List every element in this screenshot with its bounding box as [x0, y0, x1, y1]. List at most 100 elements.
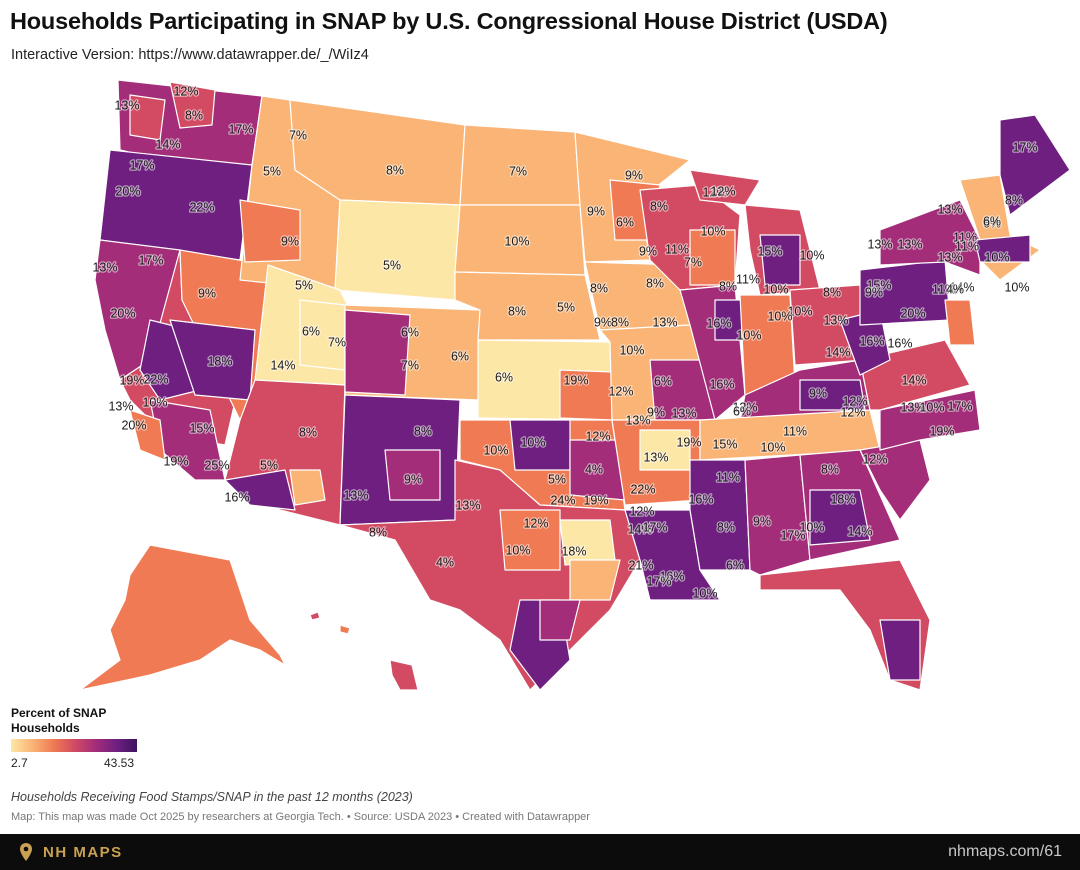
- district-label: 16%: [706, 316, 731, 330]
- district-label: 13%: [823, 313, 848, 327]
- footer-bar: NH MAPS nhmaps.com/61: [0, 834, 1080, 870]
- district-label: 22%: [189, 200, 214, 214]
- district-label: 9%: [625, 168, 643, 182]
- district-value-labels: 13% 12% 8% 17% 14% 17% 20% 22% 5% 7% 8% 7% 9% 9% 6% 8% 1…: [91, 83, 1038, 601]
- district-label: 19%: [583, 493, 608, 507]
- district-label: 6%: [654, 374, 672, 388]
- district-label: 4%: [585, 462, 603, 476]
- district-label: 6%: [401, 325, 419, 339]
- district-label: 14%: [901, 373, 926, 387]
- district-label: 18%: [207, 354, 232, 368]
- district-label: 20%: [900, 306, 925, 320]
- district-label: 7%: [289, 128, 307, 142]
- district-label: 5%: [260, 458, 278, 472]
- district-label: 11%: [955, 239, 979, 253]
- district-label: 14%: [847, 524, 872, 538]
- district-label: 14%: [627, 522, 652, 536]
- district-label: 8%: [821, 462, 839, 476]
- district-label: 9%: [587, 204, 605, 218]
- district-label: 7%: [684, 255, 702, 269]
- district-label: 5%: [383, 258, 401, 272]
- district-label: 4%: [946, 282, 964, 296]
- data-description: Households Receiving Food Stamps/SNAP in…: [11, 790, 413, 804]
- legend-min-label: 2.7: [11, 756, 28, 770]
- district-label: 8%: [386, 163, 404, 177]
- district-label: 8%: [299, 425, 317, 439]
- district-label: 7%: [509, 164, 527, 178]
- region-hawaii: [309, 611, 321, 621]
- district-label: 8%: [646, 276, 664, 290]
- district-label: 11%: [716, 470, 740, 484]
- region-mississippi: [689, 459, 751, 571]
- district-label: 6%: [983, 214, 1001, 228]
- district-label: 8%: [185, 108, 203, 122]
- district-label: 14%: [270, 358, 295, 372]
- map-pin-icon: [20, 843, 32, 861]
- region-alabama: [744, 454, 811, 576]
- district-label: 25%: [204, 458, 229, 472]
- district-label: 19%: [563, 373, 588, 387]
- district-label: 13%: [937, 250, 962, 264]
- brand-url[interactable]: nhmaps.com/61: [948, 843, 1062, 860]
- district-label: 17%: [646, 574, 671, 588]
- district-label: 11%: [783, 424, 807, 438]
- district-label: 10%: [799, 248, 824, 262]
- district-label: 18%: [830, 492, 855, 506]
- district-label: 13%: [625, 413, 650, 427]
- district-label: 6%: [733, 404, 751, 418]
- interactive-version-link[interactable]: Interactive Version: https://www.datawra…: [11, 47, 369, 63]
- district-label: 10%: [919, 400, 944, 414]
- district-label: 10%: [787, 304, 812, 318]
- district-label: 6%: [302, 324, 320, 338]
- district-label: 16%: [887, 336, 912, 350]
- district-label: 19%: [676, 435, 701, 449]
- district-label: 8%: [1005, 193, 1023, 207]
- district-label: 11%: [736, 272, 760, 286]
- district-label: 19%: [119, 373, 144, 387]
- district-label: 12%: [732, 400, 757, 414]
- district-label: 8%: [650, 199, 668, 213]
- district-label: 8%: [369, 525, 387, 539]
- district-label: 8%: [611, 315, 629, 329]
- district-label: 12%: [173, 84, 198, 98]
- district-label: 24%: [550, 493, 575, 507]
- district-label: 12%: [842, 394, 867, 408]
- district-label: 20%: [115, 184, 140, 198]
- district-label: 16%: [709, 377, 734, 391]
- district-label: 11%: [953, 230, 977, 244]
- district-label: 15%: [866, 278, 891, 292]
- region-new-york: [879, 199, 981, 276]
- district-label: 10%: [736, 328, 761, 342]
- district-label: 13%: [897, 237, 922, 251]
- district-label: 8%: [823, 285, 841, 299]
- legend-title: Percent of SNAP Households: [11, 706, 107, 735]
- district-label: 12%: [840, 405, 865, 419]
- district-label: 9%: [639, 244, 657, 258]
- district-label: 22%: [143, 372, 168, 386]
- district-label: 10%: [142, 395, 167, 409]
- district-label: 12%: [523, 516, 548, 530]
- district-label: 17%: [1012, 140, 1037, 154]
- region-alaska: [79, 544, 286, 691]
- district-label: 10%: [984, 250, 1009, 264]
- district-label: 18%: [561, 544, 586, 558]
- district-label: 13%: [643, 450, 668, 464]
- district-label: 10%: [619, 343, 644, 357]
- district-label: 17%: [780, 528, 805, 542]
- district-label: 15%: [712, 437, 737, 451]
- choropleth-map: 13% 12% 8% 17% 14% 17% 20% 22% 5% 7% 8% 7% 9% 9% 6% 8% 1…: [79, 79, 1071, 691]
- district-label: 13%: [900, 400, 925, 414]
- region-north-carolina: [879, 389, 981, 451]
- district-label: 21%: [628, 558, 653, 572]
- district-label: 16%: [688, 492, 713, 506]
- district-label: 17%: [138, 253, 163, 267]
- region-maine: [999, 114, 1071, 216]
- district-label: 13%: [92, 260, 117, 274]
- district-label: 6%: [726, 558, 744, 572]
- district-label: 8%: [717, 520, 735, 534]
- district-label: 10%: [760, 440, 785, 454]
- district-label: 15%: [757, 244, 782, 258]
- district-label: 13%: [867, 237, 892, 251]
- district-label: 8%: [414, 424, 432, 438]
- district-label: 10%: [505, 543, 530, 557]
